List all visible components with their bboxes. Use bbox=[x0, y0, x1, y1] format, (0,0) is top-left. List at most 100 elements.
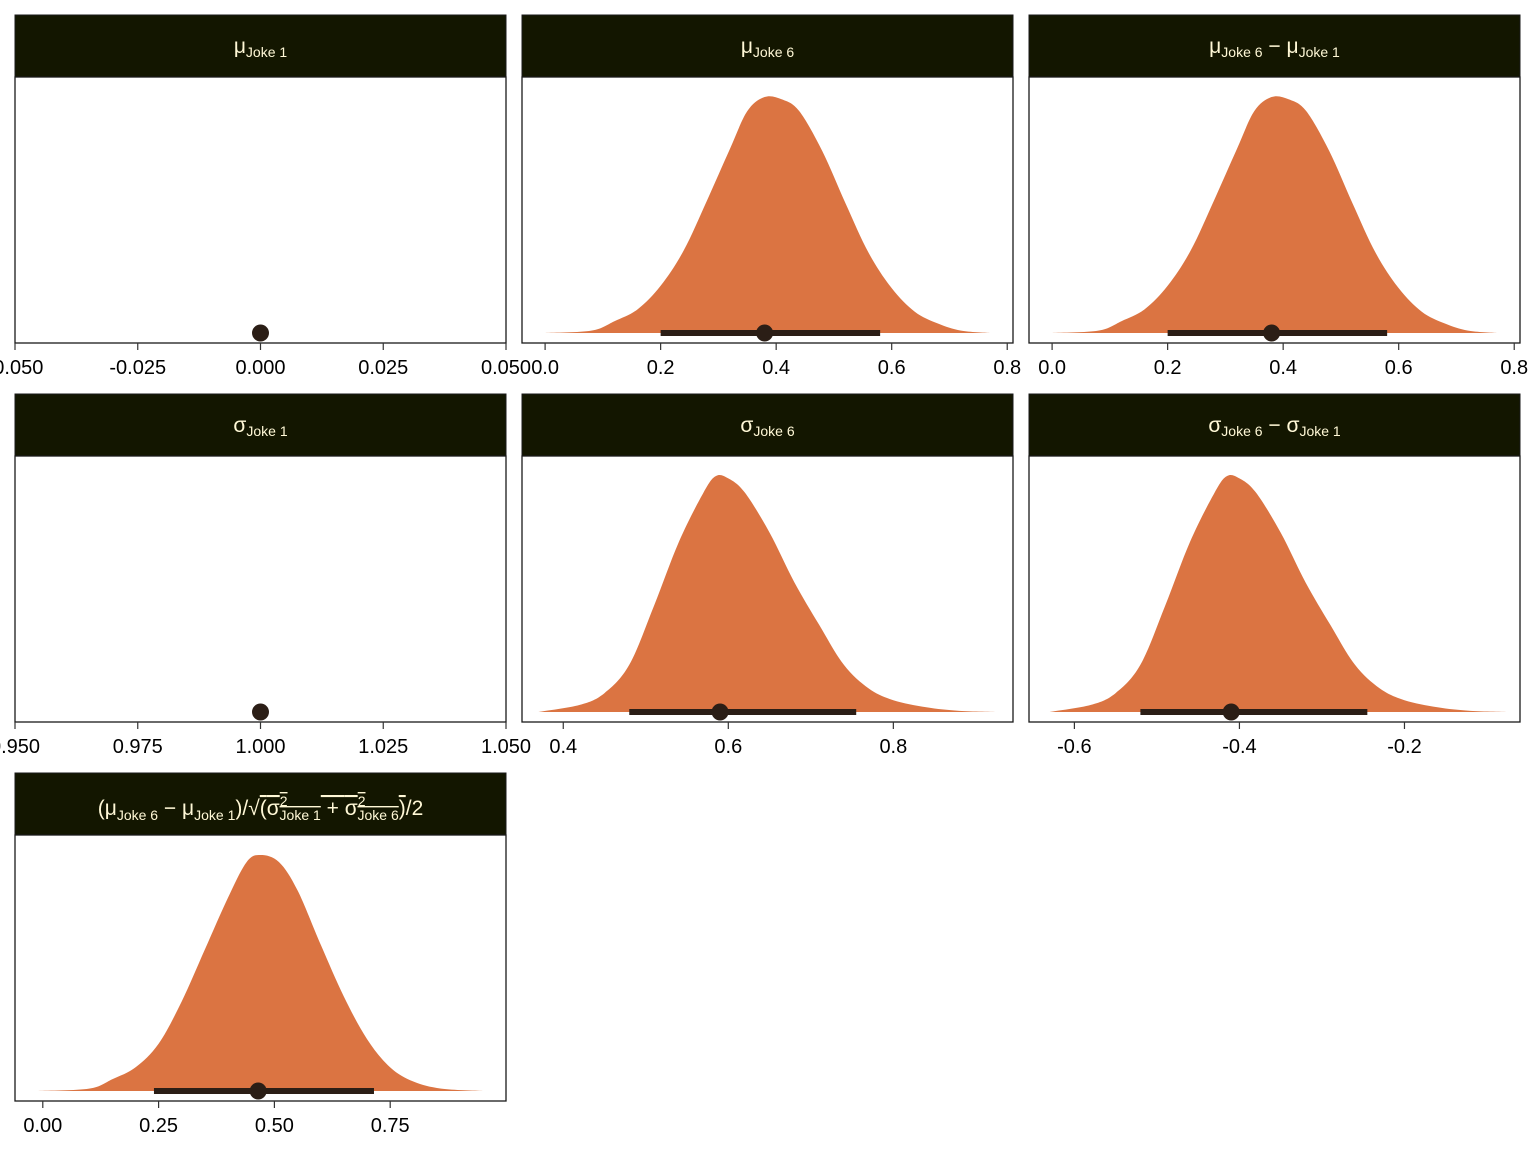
x-tick-label: 0.6 bbox=[1385, 357, 1413, 379]
plot-panel bbox=[14, 76, 507, 344]
facet-panel-5: σJoke 6 0.4 0.6 0.8 bbox=[521, 393, 1014, 758]
title-subscript: Joke 1 bbox=[1299, 44, 1340, 60]
facet-strip bbox=[1028, 14, 1521, 78]
title-radicand: (σ2 Joke 1 + σ2 Joke 6) bbox=[260, 793, 406, 823]
posterior-density bbox=[38, 855, 483, 1091]
x-tick-label: 0.25 bbox=[139, 1115, 178, 1137]
title-subscript: Joke 1 bbox=[194, 807, 235, 823]
facet-title: μJoke 6 bbox=[741, 35, 795, 60]
x-tick-label: 0.050 bbox=[481, 357, 531, 379]
title-subscript: Joke 6 bbox=[753, 44, 794, 60]
facet-strip bbox=[14, 393, 507, 457]
x-tick-label: 1.025 bbox=[358, 736, 408, 758]
plot-panel bbox=[14, 455, 507, 723]
facet-strip bbox=[14, 772, 507, 836]
x-tick-label: 0.2 bbox=[647, 357, 675, 379]
title-subscript: Joke 1 bbox=[1299, 423, 1340, 439]
posterior-density bbox=[1049, 474, 1512, 712]
facet-strip bbox=[521, 393, 1014, 457]
point-estimate bbox=[756, 324, 774, 342]
title-subscript: Joke 6 bbox=[117, 807, 158, 823]
title-symbol: σ bbox=[345, 797, 358, 820]
title-subscript: Joke 6 bbox=[1221, 44, 1262, 60]
x-tick-label: 0.8 bbox=[879, 736, 907, 758]
title-paren: ( bbox=[260, 797, 267, 820]
x-tick-label: 0.8 bbox=[993, 357, 1021, 379]
title-symbol: μ bbox=[1209, 35, 1221, 58]
point-estimate bbox=[711, 703, 729, 721]
x-tick-label: 0.2 bbox=[1154, 357, 1182, 379]
title-paren: ) bbox=[235, 797, 242, 820]
title-divisor: /2 bbox=[406, 797, 424, 820]
title-superscript: 2 bbox=[280, 793, 288, 809]
facet-title: σJoke 1 bbox=[233, 414, 287, 439]
x-tick-label: 0.4 bbox=[762, 357, 790, 379]
x-tick-label: -0.050 bbox=[0, 357, 43, 379]
x-tick-label: 1.000 bbox=[235, 736, 285, 758]
point-estimate bbox=[249, 1082, 267, 1100]
x-tick-label: 0.0 bbox=[1038, 357, 1066, 379]
facet-panel-1: μJoke 1 -0.050 -0.025 0.000 0.025 0.050 bbox=[0, 14, 531, 379]
title-subscript: Joke 6 bbox=[1221, 423, 1262, 439]
x-tick-label: -0.025 bbox=[109, 357, 166, 379]
point-estimate bbox=[252, 324, 269, 342]
x-tick-label: -0.4 bbox=[1222, 736, 1256, 758]
x-tick-label: 1.050 bbox=[481, 736, 531, 758]
x-tick-label: 0.6 bbox=[878, 357, 906, 379]
facet-panel-3: μJoke 6 − μJoke 10.0 0.2 0.4 0.6 0.8 bbox=[1028, 14, 1528, 379]
x-tick-label: 0.975 bbox=[113, 736, 163, 758]
facet-panel-6: σJoke 6 − σJoke 1-0.6 -0.4 -0.2 bbox=[1028, 393, 1521, 758]
x-tick-label: 0.025 bbox=[358, 357, 408, 379]
x-tick-label: 0.950 bbox=[0, 736, 40, 758]
title-paren: ) bbox=[399, 797, 406, 820]
facet-title: σJoke 6 − σJoke 1 bbox=[1208, 414, 1341, 439]
facet-panel-2: μJoke 6 0.0 0.2 0.4 0.6 0.8 bbox=[521, 14, 1021, 379]
title-subscript: Joke 6 bbox=[753, 423, 794, 439]
title-symbol: μ bbox=[182, 797, 194, 820]
x-tick-label: 0.4 bbox=[549, 736, 577, 758]
facet-title: μJoke 6 − μJoke 1 bbox=[1209, 35, 1340, 60]
title-symbol: σ bbox=[740, 414, 753, 437]
title-plus: + bbox=[321, 797, 345, 820]
x-tick-label: -0.2 bbox=[1387, 736, 1421, 758]
title-subscript: Joke 1 bbox=[246, 423, 287, 439]
title-symbol: σ bbox=[267, 797, 280, 820]
point-estimate bbox=[1222, 703, 1240, 721]
x-tick-label: 0.4 bbox=[1269, 357, 1297, 379]
point-estimate bbox=[252, 703, 269, 721]
facet-strip bbox=[1028, 393, 1521, 457]
facet-title: (μJoke 6 − μJoke 1)/√(σ2 Joke 1 + σ2 Joke … bbox=[98, 793, 424, 823]
facet-strip bbox=[521, 14, 1014, 78]
x-tick-label: 0.8 bbox=[1500, 357, 1528, 379]
title-symbol: μ bbox=[1286, 35, 1298, 58]
title-paren: ( bbox=[98, 797, 105, 820]
title-subscript: Joke 1 bbox=[280, 807, 321, 823]
title-symbol: σ bbox=[1208, 414, 1221, 437]
title-minus: − bbox=[1263, 414, 1287, 437]
x-tick-label: 0.75 bbox=[371, 1115, 410, 1137]
posterior-density bbox=[545, 96, 990, 333]
title-symbol: μ bbox=[105, 797, 117, 820]
title-subscript: Joke 1 bbox=[246, 44, 287, 60]
facet-panel-7: (μJoke 6 − μJoke 1)/√(σ2 Joke 1 + σ2 Joke … bbox=[14, 772, 507, 1137]
x-tick-label: 0.00 bbox=[23, 1115, 62, 1137]
title-symbol: σ bbox=[1286, 414, 1299, 437]
title-minus: − bbox=[1263, 35, 1287, 58]
title-symbol: μ bbox=[741, 35, 753, 58]
posterior-density bbox=[1052, 96, 1497, 333]
posterior-density bbox=[538, 474, 1001, 712]
title-symbol: μ bbox=[234, 35, 246, 58]
x-tick-label: -0.6 bbox=[1057, 736, 1091, 758]
x-tick-label: 0.50 bbox=[255, 1115, 294, 1137]
facet-panel-4: σJoke 1 0.950 0.975 1.000 1.025 1.050 bbox=[0, 393, 531, 758]
title-superscript: 2 bbox=[358, 793, 366, 809]
facet-title: μJoke 1 bbox=[234, 35, 288, 60]
title-subscript: Joke 6 bbox=[357, 807, 398, 823]
x-tick-label: 0.6 bbox=[714, 736, 742, 758]
x-tick-label: 0.0 bbox=[531, 357, 559, 379]
title-sqrt: /√ bbox=[242, 797, 260, 820]
point-estimate bbox=[1263, 324, 1281, 342]
title-minus: − bbox=[158, 797, 182, 820]
facet-title: σJoke 6 bbox=[740, 414, 794, 439]
